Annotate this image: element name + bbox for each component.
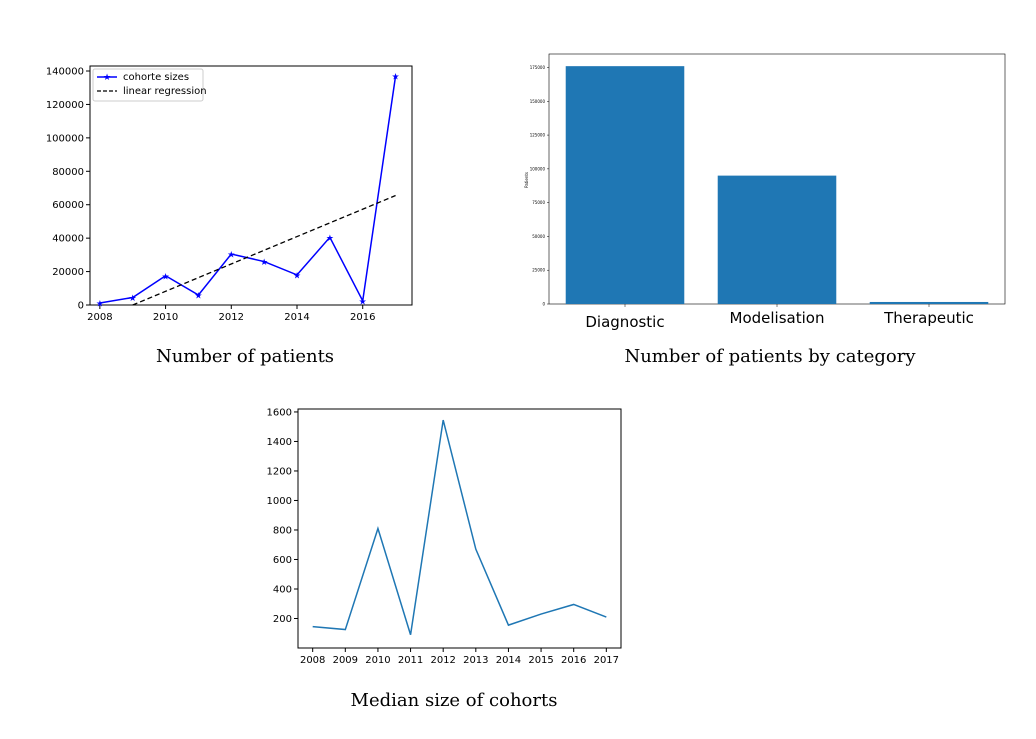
legend-star-marker: ★: [103, 73, 111, 83]
y-tick-label: 800: [273, 525, 292, 536]
chart1-legend: ★ cohorte sizes linear regression: [92, 68, 207, 102]
y-tick-label: 40000: [52, 234, 84, 245]
chart3-series: [312, 419, 607, 635]
chart2-ylabel: Patients: [524, 172, 529, 188]
y-tick-label: 75000: [532, 200, 545, 205]
chart2-bars: [565, 66, 989, 304]
y-tick-label: 1200: [267, 466, 292, 477]
y-tick-label: 150000: [530, 99, 546, 104]
caption-number-of-patients: Number of patients: [156, 346, 334, 367]
data-point-star: ★: [293, 271, 301, 281]
x-tick-label: 2013: [463, 655, 488, 666]
legend-label-regression: linear regression: [123, 86, 207, 97]
category-label: Modelisation: [730, 309, 825, 327]
chart-cohort-sizes: 2008 2010 2012 2014 2016 0 20000 40000 60000 8000…: [46, 65, 413, 367]
data-point-star: ★: [392, 73, 400, 83]
y-tick-label: 175000: [530, 65, 546, 70]
chart2-axes: 0 25000 50000 75000 100000 125000 150000 175000…: [530, 65, 974, 331]
y-tick-label: 400: [273, 584, 292, 595]
x-tick-label: 2010: [365, 655, 390, 666]
x-tick-label: 2008: [300, 655, 325, 666]
y-tick-label: 100000: [530, 166, 546, 171]
series-line-cohorte-sizes: [99, 75, 397, 304]
y-tick-label: 1400: [267, 437, 292, 448]
chart1-series: ★ ★ ★ ★ ★ ★ ★ ★ ★ ★: [96, 73, 400, 310]
y-tick-label: 200: [273, 614, 292, 625]
series-line-median-size: [312, 419, 607, 635]
x-tick-label: 2011: [398, 655, 423, 666]
y-tick-label: 100000: [46, 133, 84, 144]
y-tick-label: 50000: [532, 234, 545, 239]
category-label: Diagnostic: [585, 313, 664, 331]
data-point-star: ★: [96, 299, 104, 309]
caption-median-size-of-cohorts: Median size of cohorts: [351, 690, 558, 711]
data-point-star: ★: [260, 258, 268, 268]
y-tick-label: 0: [78, 301, 84, 312]
bar-modelisation: [717, 175, 837, 304]
x-tick-label: 2008: [87, 312, 112, 323]
data-point-star: ★: [227, 251, 235, 261]
y-tick-label: 125000: [530, 133, 546, 138]
data-point-star: ★: [129, 294, 137, 304]
x-tick-label: 2016: [350, 312, 375, 323]
data-point-star: ★: [326, 234, 334, 244]
chart-patients-by-category: 0 25000 50000 75000 100000 125000 150000 175000…: [524, 53, 1006, 367]
y-tick-label: 20000: [52, 267, 84, 278]
x-tick-label: 2012: [219, 312, 244, 323]
chart1-plot-frame: [89, 65, 413, 306]
y-tick-label: 0: [542, 302, 545, 307]
caption-patients-by-category: Number of patients by category: [624, 346, 916, 367]
x-tick-label: 2015: [528, 655, 553, 666]
bar-diagnostic: [565, 66, 685, 304]
chart1-axes: 2008 2010 2012 2014 2016 0 20000 40000 60000 8000…: [46, 67, 376, 323]
x-tick-label: 2009: [333, 655, 358, 666]
y-tick-label: 1000: [267, 496, 292, 507]
data-point-star: ★: [359, 297, 367, 307]
chart3-plot-frame: [297, 408, 622, 649]
y-tick-label: 120000: [46, 100, 84, 111]
chart3-axes: 2008 2009 2010 2011 2012 2013 2014 2015 2016 2017…: [267, 407, 619, 666]
y-tick-label: 60000: [52, 200, 84, 211]
y-tick-label: 80000: [52, 167, 84, 178]
x-tick-label: 2017: [594, 655, 619, 666]
legend-label-cohorte: cohorte sizes: [123, 72, 189, 83]
y-tick-label: 1600: [267, 407, 292, 418]
x-tick-label: 2012: [430, 655, 455, 666]
bar-therapeutic: [869, 301, 989, 304]
x-tick-label: 2014: [284, 312, 309, 323]
y-tick-label: 600: [273, 555, 292, 566]
legend-box: [92, 68, 204, 102]
category-label: Therapeutic: [883, 309, 974, 327]
y-tick-label: 140000: [46, 67, 84, 78]
x-tick-label: 2016: [561, 655, 586, 666]
data-point-star: ★: [162, 272, 170, 282]
chart-median-cohort-size: 2008 2009 2010 2011 2012 2013 2014 2015 2016 2017…: [267, 407, 622, 711]
x-tick-label: 2014: [496, 655, 521, 666]
x-tick-label: 2010: [153, 312, 178, 323]
data-point-star: ★: [194, 291, 202, 301]
y-tick-label: 25000: [532, 268, 545, 273]
